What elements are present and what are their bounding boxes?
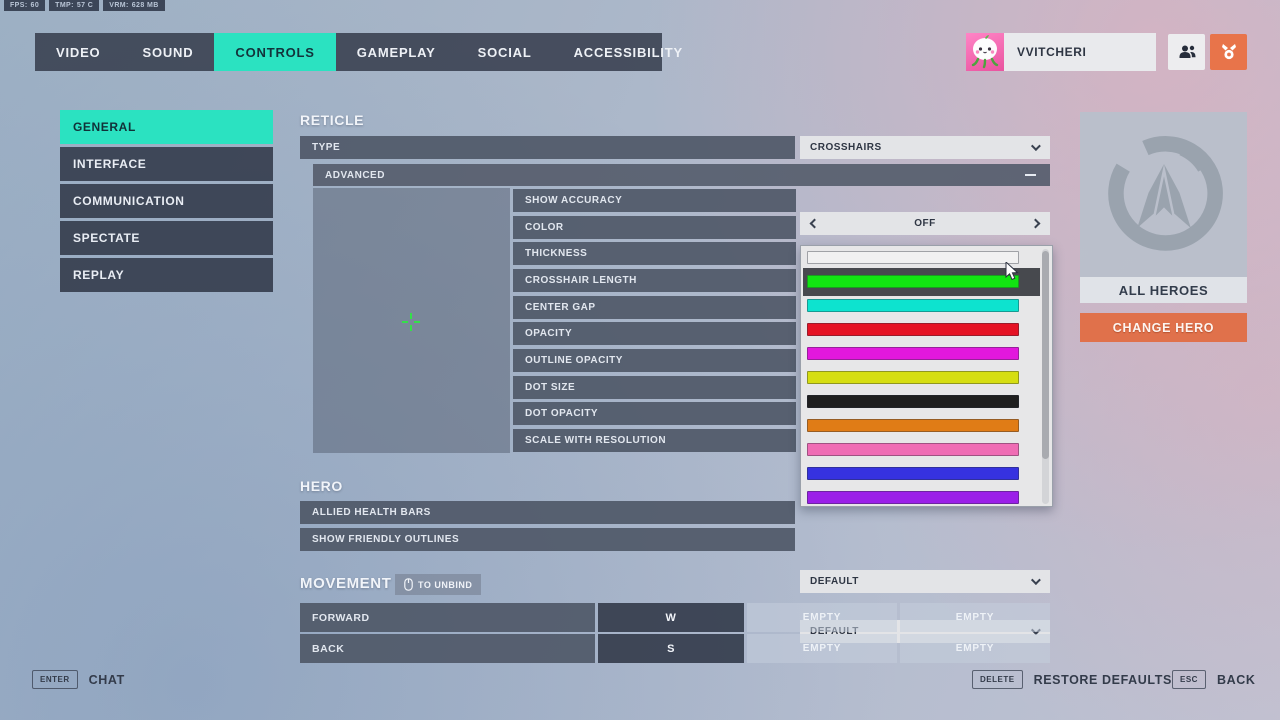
sidebar-item-replay[interactable]: REPLAY: [60, 258, 273, 292]
tab-social[interactable]: SOCIAL: [477, 44, 532, 60]
advanced-header[interactable]: ADVANCED: [313, 164, 1050, 186]
settings-tab-bar: VIDEO SOUND CONTROLS GAMEPLAY SOCIAL ACC…: [35, 33, 682, 71]
row-opacity: OPACITY: [513, 322, 796, 345]
vram-badge: VRM: 628 MB: [103, 0, 165, 11]
binding-forward-key1[interactable]: W: [598, 603, 744, 632]
row-dot-size: DOT SIZE: [513, 376, 796, 399]
binding-back-label: BACK: [300, 634, 595, 663]
color-dropdown-panel: [800, 245, 1053, 507]
color-option-pink[interactable]: [807, 443, 1019, 456]
allied-health-bars-dropdown[interactable]: DEFAULT: [800, 570, 1050, 593]
arrow-right-icon[interactable]: [1030, 218, 1041, 229]
advanced-label: ADVANCED: [325, 169, 385, 181]
color-option-black[interactable]: [807, 395, 1019, 408]
tab-controls[interactable]: CONTROLS: [214, 33, 336, 71]
color-option-purple[interactable]: [807, 491, 1019, 504]
chevron-down-icon: [1030, 575, 1041, 586]
binding-forward-key3[interactable]: EMPTY: [900, 603, 1050, 632]
crosshair-icon: [410, 313, 412, 319]
row-color: COLOR: [513, 216, 796, 239]
player-plate[interactable]: VVITCHERI: [966, 33, 1156, 71]
endorsement-button[interactable]: [1210, 34, 1247, 70]
color-option-white[interactable]: [807, 251, 1019, 264]
fps-badge: FPS: 60: [4, 0, 46, 11]
reticle-heading: RETICLE: [300, 112, 365, 128]
group-icon: [1179, 45, 1195, 58]
binding-back-key2[interactable]: EMPTY: [747, 634, 897, 663]
tab-accessibility[interactable]: ACCESSIBILITY: [573, 44, 683, 60]
sidebar-item-spectate[interactable]: SPECTATE: [60, 221, 273, 255]
collapse-icon[interactable]: [1025, 174, 1036, 176]
binding-back-key1[interactable]: S: [598, 634, 744, 663]
row-scale-with-resolution: SCALE WITH RESOLUTION: [513, 429, 796, 452]
social-groups-button[interactable]: [1168, 34, 1205, 70]
show-accuracy-value: OFF: [914, 218, 936, 229]
color-option-green[interactable]: [807, 275, 1019, 288]
sidebar-item-general[interactable]: GENERAL: [60, 110, 273, 144]
row-crosshair-length: CROSSHAIR LENGTH: [513, 269, 796, 292]
settings-sidebar: GENERAL INTERFACE COMMUNICATION SPECTATE…: [60, 110, 273, 292]
enter-key-badge: ENTER: [32, 670, 78, 689]
color-option-cyan[interactable]: [807, 299, 1019, 312]
mouse-icon: [404, 578, 413, 591]
arrow-left-icon[interactable]: [809, 218, 820, 229]
color-option-magenta[interactable]: [807, 347, 1019, 360]
back-label: BACK: [1216, 672, 1256, 687]
mouse-cursor: [1005, 260, 1021, 287]
change-hero-button[interactable]: CHANGE HERO: [1080, 313, 1247, 342]
color-option-orange[interactable]: [807, 419, 1019, 432]
performance-bar: FPS: 60 TMP: 57 C VRM: 628 MB: [4, 0, 165, 11]
tab-video[interactable]: VIDEO: [56, 44, 101, 60]
hero-card: ALL HEROES: [1080, 112, 1247, 303]
delete-key-badge: DELETE: [972, 670, 1023, 689]
sidebar-item-interface[interactable]: INTERFACE: [60, 147, 273, 181]
endorsement-medal-icon: [1221, 44, 1236, 60]
row-thickness: THICKNESS: [513, 242, 796, 265]
show-accuracy-stepper[interactable]: OFF: [800, 212, 1050, 235]
back-button[interactable]: ESC BACK: [1172, 670, 1255, 689]
all-heroes-label: ALL HEROES: [1080, 277, 1247, 303]
row-outline-opacity: OUTLINE OPACITY: [513, 349, 796, 372]
unbind-hint-badge: TO UNBIND: [395, 574, 482, 595]
row-show-accuracy: SHOW ACCURACY: [513, 189, 796, 212]
dropdown-scrollbar-thumb[interactable]: [1042, 251, 1049, 459]
type-dropdown[interactable]: CROSSHAIRS: [800, 136, 1050, 159]
tab-gameplay[interactable]: GAMEPLAY: [356, 44, 436, 60]
type-label: TYPE: [300, 136, 795, 159]
tab-sound[interactable]: SOUND: [142, 44, 194, 60]
row-dot-opacity: DOT OPACITY: [513, 402, 796, 425]
allied-health-bars-label: ALLIED HEALTH BARS: [300, 501, 795, 524]
color-option-red[interactable]: [807, 323, 1019, 336]
crosshair-preview: [313, 188, 510, 453]
binding-back-key3[interactable]: EMPTY: [900, 634, 1050, 663]
sidebar-item-communication[interactable]: COMMUNICATION: [60, 184, 273, 218]
temp-badge: TMP: 57 C: [49, 0, 100, 11]
show-friendly-outlines-label: SHOW FRIENDLY OUTLINES: [300, 528, 795, 551]
color-option-yellow[interactable]: [807, 371, 1019, 384]
row-center-gap: CENTER GAP: [513, 296, 796, 319]
overwatch-logo-icon: [1107, 135, 1223, 251]
movement-heading: MOVEMENT: [300, 575, 392, 592]
hero-portrait: [1080, 112, 1247, 277]
binding-forward-key2[interactable]: EMPTY: [747, 603, 897, 632]
chat-shortcut[interactable]: ENTER CHAT: [32, 670, 125, 689]
restore-defaults-label: RESTORE DEFAULTS: [1033, 672, 1172, 687]
color-option-blue[interactable]: [807, 467, 1019, 480]
player-name: VVITCHERI: [1017, 45, 1087, 59]
chat-label: CHAT: [88, 672, 125, 687]
chevron-down-icon: [1030, 141, 1041, 152]
restore-defaults-button[interactable]: DELETE RESTORE DEFAULTS: [972, 670, 1172, 689]
esc-key-badge: ESC: [1172, 670, 1206, 689]
binding-forward-label: FORWARD: [300, 603, 595, 632]
player-avatar: [966, 33, 1004, 71]
type-value: CROSSHAIRS: [810, 142, 882, 153]
hero-heading: HERO: [300, 478, 343, 494]
